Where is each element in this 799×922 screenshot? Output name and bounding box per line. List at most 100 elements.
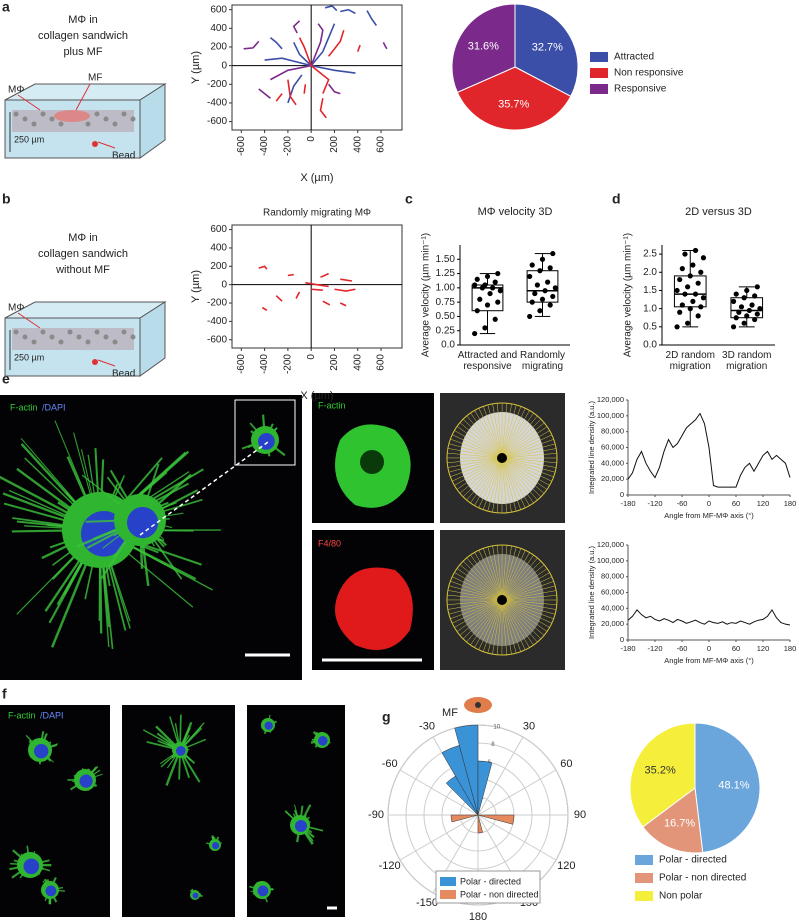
ray [450,580,503,601]
y-axis-label: Y (µm) [190,270,202,303]
y-tick-label: 400 [210,23,227,34]
ray [459,422,503,459]
point [744,313,750,319]
ray [501,457,534,504]
cell [103,334,109,340]
ray [478,457,503,508]
schematic-title: plus MF [63,46,102,58]
x-tick-label: -400 [259,354,270,374]
nucleus [258,433,275,450]
y-tick-label: 40,000 [601,458,624,467]
cell [49,116,55,122]
point [545,279,551,285]
axis-line [139,441,269,536]
ray [501,403,512,459]
y-tick-label: 200 [210,42,227,53]
legend-label: Polar - directed [659,855,727,866]
x-tick-label: -400 [259,136,270,156]
x-tick-label: -60 [677,644,688,653]
ray [452,576,503,601]
point [539,296,546,302]
point [537,308,543,314]
ray [501,599,522,652]
ray [501,599,530,648]
ray [501,599,517,654]
pie-slice [629,722,696,828]
ray [474,599,503,648]
ray [501,545,512,601]
ray [501,448,557,459]
y-tick-label: 0 [620,635,624,644]
ray [456,457,503,490]
ray [492,457,503,513]
ray [501,599,538,643]
ray [470,554,503,601]
schematic-title: MΦ in [68,14,98,26]
arrow [17,94,41,111]
ray [478,550,503,601]
rose-wedge [477,814,483,834]
point [537,268,543,274]
pie-slice [694,722,761,854]
ray [466,557,503,601]
point [679,302,685,308]
x-tick-label: 0 [707,644,711,653]
schematic-title: MΦ in [68,232,98,244]
point [474,276,480,282]
x-tick-label: 60 [732,499,740,508]
ray [501,457,512,513]
x-tick-label: 120 [757,499,770,508]
x-tick-label: Randomly migrating [519,350,566,372]
ray-circle [446,544,558,656]
track [311,288,323,291]
y-tick-label: 2.5 [643,249,657,260]
y-tick-label: 400 [210,243,227,254]
ray [501,457,556,473]
ray [501,599,556,615]
point [490,285,496,291]
ray [462,418,503,459]
image-label: F-actin [8,710,36,720]
ray [496,457,503,513]
nucleus [257,885,269,897]
y-tick-label: -200 [207,79,227,90]
legend-swatch [590,68,608,78]
x-tick-label: 0 [306,136,317,142]
cell [58,121,64,127]
ray [448,443,503,459]
ray [501,576,553,601]
ray [462,457,503,498]
ray [459,457,503,494]
x-tick-label: Attracted and responsive [457,350,518,372]
track [270,64,312,81]
point [527,313,533,320]
track [292,41,312,67]
point [495,299,501,305]
panel-letter: b [2,191,11,207]
box-top [4,301,167,319]
ray [448,599,503,615]
point [484,273,491,280]
track [310,23,324,66]
point [752,316,758,323]
point [700,255,707,261]
track [311,64,356,74]
ray [501,457,548,490]
ray [466,599,503,643]
point [738,304,745,310]
x-tick-label: -200 [283,354,294,374]
track [295,291,301,299]
ray [452,457,503,482]
point [674,324,680,330]
track [328,83,341,95]
cell [67,329,73,335]
ray [501,599,557,610]
legend-swatch [635,873,653,883]
ray [501,599,548,632]
ray [447,448,503,459]
ray [478,599,503,650]
cell [49,334,55,340]
ray [501,406,522,459]
point [752,293,758,299]
ray [456,426,503,459]
